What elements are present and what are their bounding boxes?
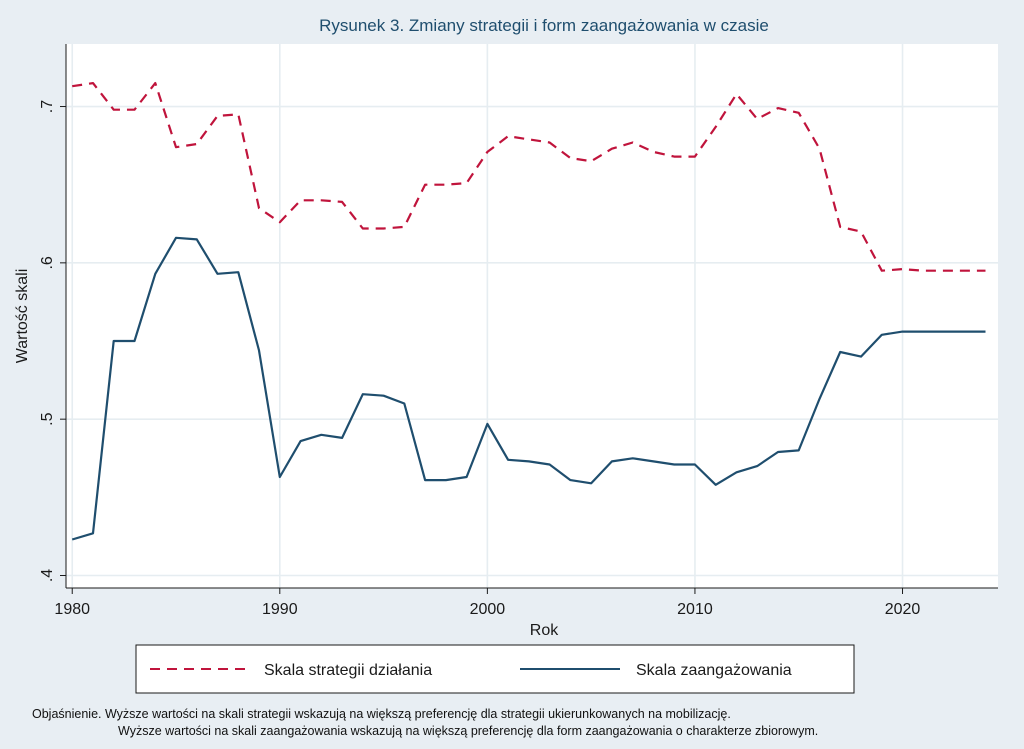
y-tick-label: .7: [39, 100, 56, 113]
legend-label-engagement: Skala zaangażowania: [636, 662, 792, 679]
y-tick-label: .4: [39, 569, 56, 582]
x-tick-label: 1980: [54, 601, 90, 618]
series-layer: [71, 81, 986, 541]
y-tick-label: .5: [39, 412, 56, 425]
series-line-strategy: [72, 81, 986, 272]
legend-label-strategy: Skala strategii działania: [264, 662, 432, 679]
note-line-2: Wyższe wartości na skali zaangażowania w…: [118, 724, 819, 738]
x-tick-label: 1990: [262, 601, 298, 618]
grid-lines: [66, 44, 998, 588]
x-tick-label: 2020: [885, 601, 921, 618]
legend: Skala strategii działania Skala zaangażo…: [135, 644, 855, 694]
plot-area: [66, 44, 998, 588]
x-tick-label: 2010: [677, 601, 713, 618]
chart-title: Rysunek 3. Zmiany strategii i form zaang…: [319, 16, 769, 35]
x-tick-label: 2000: [470, 601, 506, 618]
y-axis-label: Wartość skali: [14, 269, 31, 364]
note-line-1: Objaśnienie. Wyższe wartości na skali st…: [32, 707, 731, 721]
series-line-engagement: [71, 236, 986, 541]
x-axis-label: Rok: [530, 622, 559, 639]
axes: 1980 1990 2000 2010 2020 .4 .5 .6 .7: [39, 44, 998, 618]
legend-box: [135, 644, 855, 694]
y-tick-label: .6: [39, 256, 56, 269]
